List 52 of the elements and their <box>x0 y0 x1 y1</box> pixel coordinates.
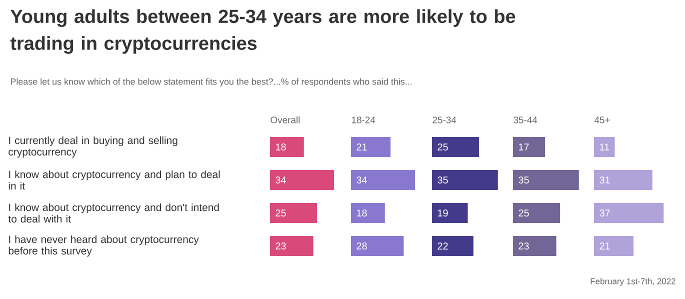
bar <box>270 170 334 190</box>
y-tick-label: I know about cryptocurrency and don't intend to deal with it <box>8 203 219 223</box>
data-label: 22 <box>438 242 448 250</box>
data-label: 34 <box>356 176 367 184</box>
y-tick-label: I have never heard about cryptocurrency before this survey <box>8 235 199 257</box>
data-label: 21 <box>600 242 610 250</box>
data-label: 19 <box>438 209 448 217</box>
bar <box>594 236 634 256</box>
bar <box>513 170 579 190</box>
data-label: 11 <box>600 144 610 150</box>
data-label: 17 <box>518 144 529 150</box>
chart-title: 18-24 <box>352 116 376 124</box>
y-tick-label: I currently deal in buying and selling cryptocurrency <box>8 136 178 158</box>
bar <box>513 203 560 224</box>
text: February 1st-7th, 2022 <box>590 278 676 286</box>
data-label: 31 <box>600 176 610 184</box>
data-label: 25 <box>276 209 286 217</box>
chart-title: 25-34 <box>432 116 456 124</box>
bar <box>351 203 385 224</box>
data-label: 18 <box>356 209 367 217</box>
bar <box>351 170 416 190</box>
text: Young adults between 25-34 years are more likely to be trading in cryptocurrencies <box>10 9 516 54</box>
bar <box>270 236 314 256</box>
bar <box>594 203 664 224</box>
y-tick-label: I know about cryptocurrency and plan to deal in it <box>8 170 220 190</box>
bar <box>432 236 474 256</box>
bar <box>594 170 652 190</box>
chart-title: Overall <box>270 116 300 124</box>
bar <box>351 137 391 158</box>
data-label: 23 <box>276 242 286 250</box>
bar <box>432 203 468 224</box>
data-label: 28 <box>356 242 367 250</box>
bar <box>351 236 404 256</box>
bar <box>432 170 498 190</box>
data-label: 18 <box>276 143 286 151</box>
bar <box>594 137 615 158</box>
bar <box>513 236 556 256</box>
data-label: 25 <box>518 209 529 217</box>
bar <box>513 137 546 158</box>
data-label: 25 <box>438 143 448 151</box>
chart-title: 45+ <box>594 116 610 124</box>
bar <box>432 137 480 158</box>
bar <box>270 137 304 158</box>
text: Please let us know which of the below statement fits you the best?...% of respondents who said this... <box>10 78 412 87</box>
data-label: 35 <box>518 176 529 184</box>
data-label: 34 <box>276 176 286 184</box>
data-label: 37 <box>600 209 610 217</box>
chart-title: 35-44 <box>514 116 538 124</box>
data-label: 23 <box>518 242 529 250</box>
data-label: 21 <box>356 144 367 150</box>
data-label: 35 <box>438 176 448 184</box>
bar <box>270 203 318 224</box>
